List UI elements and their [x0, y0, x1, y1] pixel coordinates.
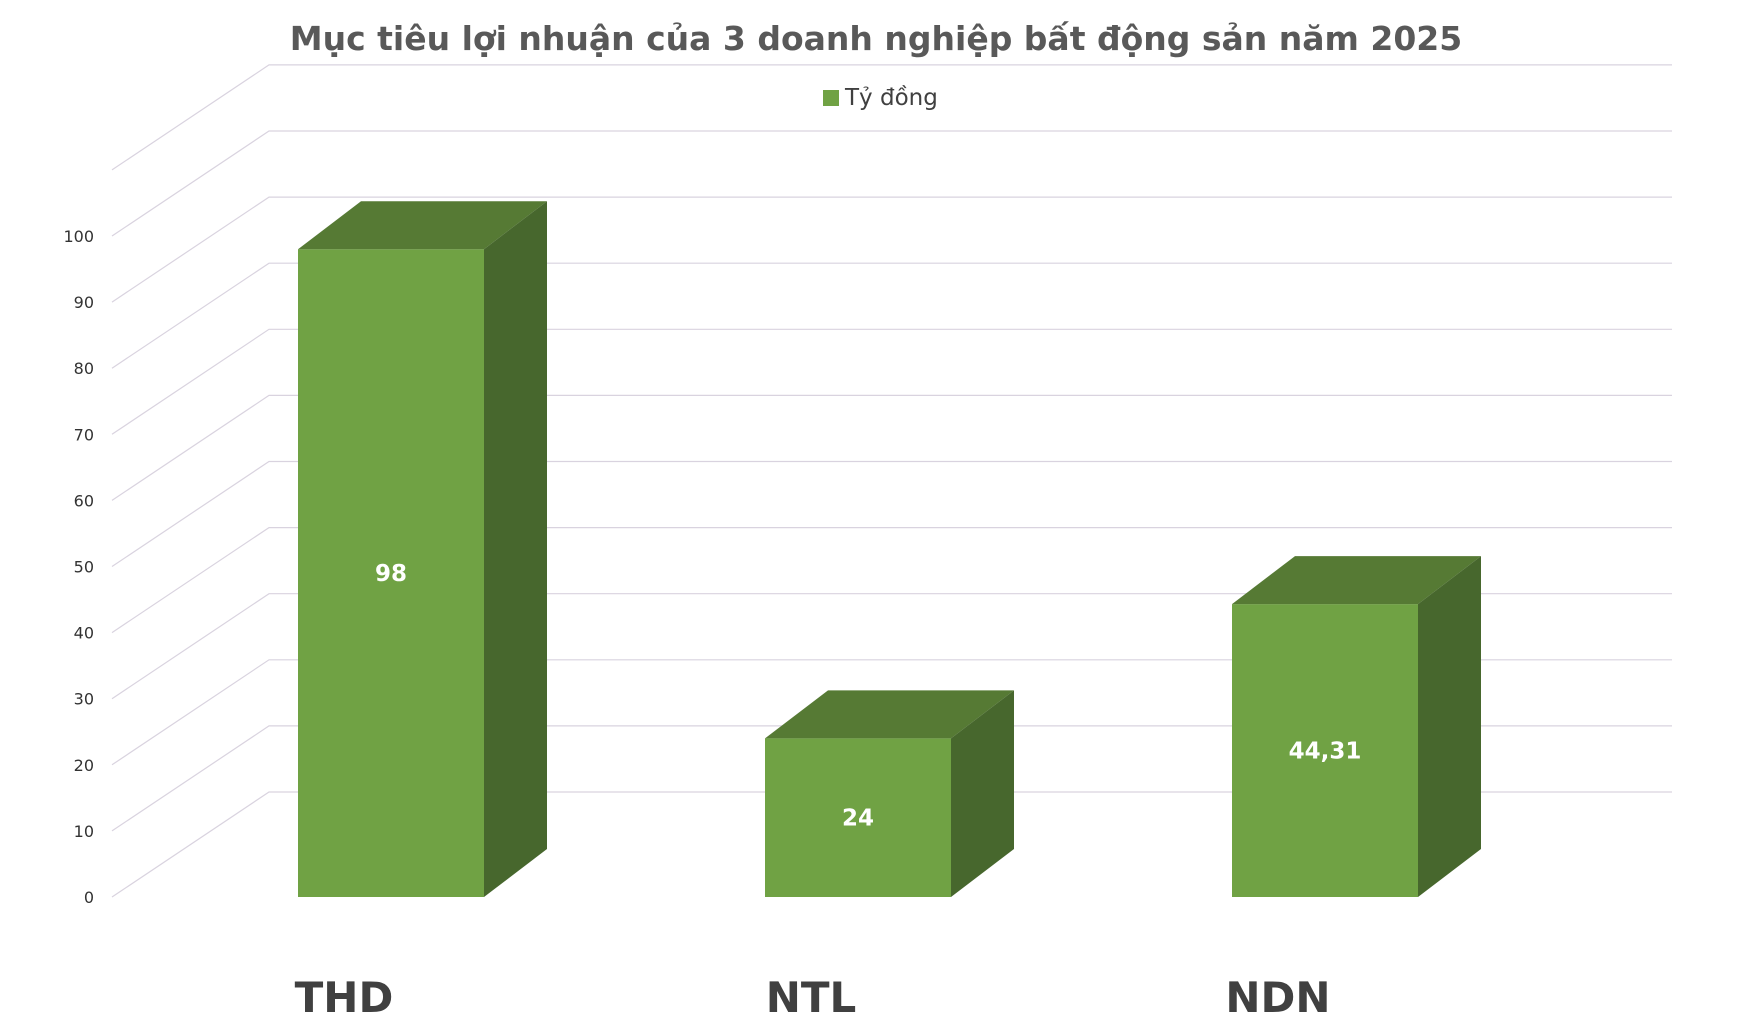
bar-front	[765, 738, 951, 897]
data-label: 98	[375, 561, 407, 587]
gridline	[111, 791, 1672, 898]
gridline	[111, 725, 1672, 832]
gridline	[111, 64, 1672, 171]
bars	[298, 201, 1481, 898]
y-tick-label: 80	[74, 359, 94, 378]
bar-ndn	[1232, 556, 1481, 897]
x-category-label: NDN	[1225, 973, 1330, 1022]
y-tick-label: 100	[63, 227, 94, 246]
y-tick-label: 40	[74, 624, 94, 643]
bar-thd	[298, 201, 547, 898]
bar-top	[765, 690, 1014, 739]
bar-side	[484, 201, 547, 898]
chart-text: Mục tiêu lợi nhuận của 3 doanh nghiệp bấ…	[63, 19, 1462, 1022]
gridline	[111, 460, 1672, 567]
bar-front	[1232, 604, 1418, 897]
gridline	[111, 196, 1672, 303]
y-tick-label: 70	[74, 425, 94, 444]
y-tick-label: 60	[74, 491, 94, 510]
data-label: 44,31	[1289, 739, 1362, 765]
x-category-label: THD	[295, 973, 394, 1022]
gridline	[111, 526, 1672, 634]
y-tick-label: 90	[74, 293, 94, 312]
x-category-label: NTL	[766, 973, 857, 1022]
gridline	[111, 659, 1672, 766]
gridline	[111, 328, 1672, 435]
gridlines	[111, 64, 1672, 898]
bar-front	[298, 249, 484, 898]
y-tick-label: 20	[74, 756, 94, 775]
y-tick-label: 0	[84, 888, 94, 907]
bar-side	[951, 690, 1014, 897]
gridline	[111, 262, 1672, 369]
bar-top	[298, 201, 547, 250]
y-tick-label: 10	[74, 822, 94, 841]
legend-swatch	[823, 90, 839, 106]
bar-side	[1418, 556, 1481, 897]
y-tick-label: 30	[74, 690, 94, 709]
gridline	[111, 394, 1672, 501]
chart-title: Mục tiêu lợi nhuận của 3 doanh nghiệp bấ…	[290, 19, 1462, 58]
gridline	[111, 593, 1672, 700]
data-label: 24	[842, 806, 874, 832]
legend-label: Tỷ đồng	[844, 85, 938, 111]
bar-top	[1232, 556, 1481, 605]
y-tick-label: 50	[74, 558, 94, 577]
gridline	[111, 130, 1672, 237]
bar-ntl	[765, 690, 1014, 897]
